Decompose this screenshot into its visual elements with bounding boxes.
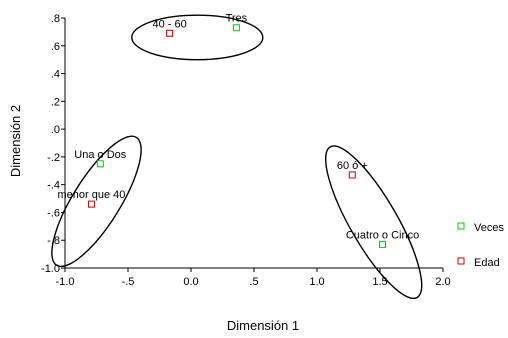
point-label: 60 ó + bbox=[337, 160, 368, 172]
x-tick-label: 1.0 bbox=[309, 276, 324, 288]
cluster-ellipse bbox=[51, 135, 142, 268]
y-tick-label: .8 bbox=[51, 13, 60, 25]
point-label: Cuatro o Cinco bbox=[346, 229, 419, 241]
y-tick-label: .6 bbox=[51, 41, 60, 53]
x-tick-label: 2.0 bbox=[435, 276, 450, 288]
legend-label: Edad bbox=[474, 257, 500, 269]
legend-marker-edad bbox=[457, 257, 465, 265]
y-tick-label: -.2 bbox=[47, 152, 60, 164]
x-tick-label: -.5 bbox=[122, 276, 135, 288]
data-point-edad bbox=[87, 200, 95, 208]
x-tick-label: .5 bbox=[249, 276, 258, 288]
y-tick-label: -1.0 bbox=[41, 263, 60, 275]
point-label: 40 - 60 bbox=[152, 18, 186, 30]
point-label: menor que 40 bbox=[58, 189, 126, 201]
x-axis-title: Dimensión 1 bbox=[227, 318, 299, 333]
y-tick-label: .2 bbox=[51, 96, 60, 108]
x-tick-label: 1.5 bbox=[372, 276, 387, 288]
cluster-ellipses bbox=[51, 14, 423, 300]
data-point-veces bbox=[379, 240, 387, 248]
data-point-edad bbox=[166, 29, 174, 37]
y-tick-label: -.8 bbox=[47, 235, 60, 247]
y-tick-label: .4 bbox=[51, 69, 60, 81]
point-label: Una o Dos bbox=[74, 149, 126, 161]
y-tick-label: -.6 bbox=[47, 207, 60, 219]
x-tick-label: 0.0 bbox=[183, 276, 198, 288]
point-label: Tres bbox=[226, 13, 248, 25]
cluster-ellipse bbox=[131, 14, 264, 61]
y-tick-label: -.4 bbox=[47, 180, 60, 192]
data-point-edad bbox=[348, 171, 356, 179]
y-tick-label: .0 bbox=[51, 124, 60, 136]
cluster-ellipse bbox=[324, 145, 423, 300]
legend-label: Veces bbox=[474, 222, 504, 234]
data-point-veces bbox=[232, 24, 240, 32]
x-tick-label: -1.0 bbox=[56, 276, 75, 288]
data-point-veces bbox=[96, 160, 104, 168]
legend: Veces Edad bbox=[457, 222, 504, 269]
legend-marker-veces bbox=[457, 222, 465, 230]
y-axis-title: Dimensión 2 bbox=[8, 105, 23, 177]
